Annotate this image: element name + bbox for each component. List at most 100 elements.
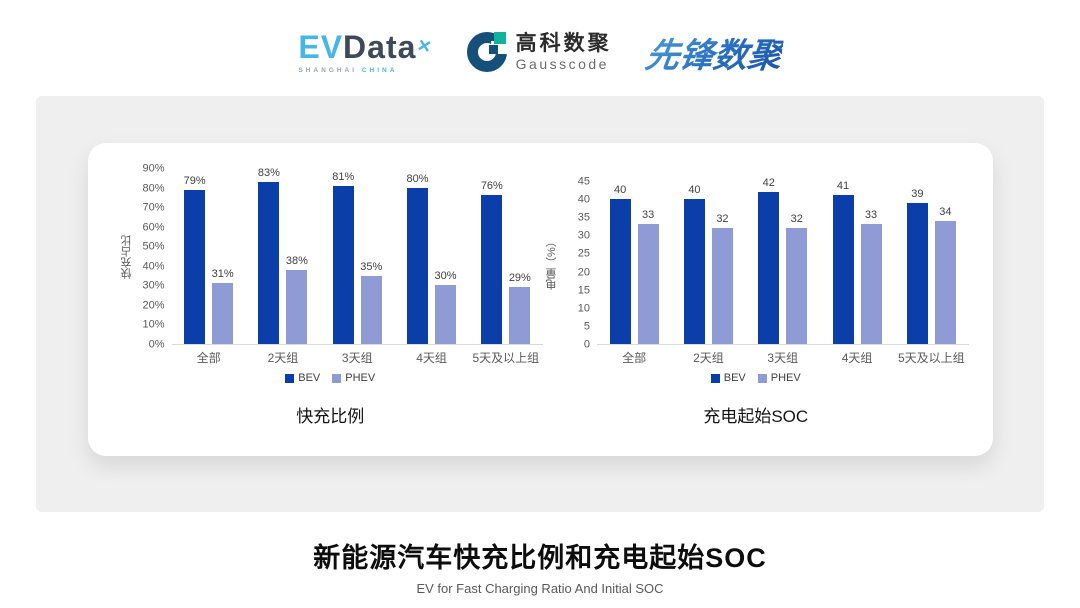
y-tick-label: 30 (577, 229, 590, 242)
bar-value-label: 35% (360, 261, 383, 273)
bar-group: 39 34 (894, 182, 968, 344)
y-axis-ticks: 0% 10% 20% 30% 40% 50% 60% 70% 80% 90% (136, 163, 172, 350)
bar-value-label: 30% (434, 270, 457, 282)
bar-bev: 42 (758, 177, 780, 344)
bar-phev: 32 (711, 213, 733, 344)
category-label: 2天组 (693, 350, 724, 365)
bar-value-label: 32 (790, 213, 803, 225)
initial-soc-chart: 电量（%） 0 5 10 15 20 25 30 35 40 45 40 33 40 32 42 32 41 33 3… (543, 169, 969, 456)
category-axis: 全部 2天组 3天组 4天组 5天及以上组 (172, 345, 544, 369)
bar-group: 41 33 (820, 180, 894, 344)
legend-label: BEV (298, 372, 321, 384)
bar-group: 79% 31% (172, 169, 246, 344)
bar-phev: 29% (509, 272, 531, 344)
legend-label: PHEV (345, 372, 376, 384)
y-tick-label: 30% (142, 279, 165, 292)
plot-column: 79% 31% 83% 38% 81% 35% 80% 30% 76% 29% 全部 2天组 3天组 4天… (171, 167, 544, 369)
bar-value-label: 39 (911, 188, 924, 200)
bar-group: 80% 30% (394, 169, 468, 344)
bar-bev: 39 (906, 188, 928, 344)
legend-item-bev: BEV (710, 372, 746, 384)
y-tick-label: 10% (142, 318, 165, 331)
bar-value-label: 40 (688, 184, 701, 196)
evdata-ev-text: EV (298, 29, 344, 65)
evdata-data-text: Data (343, 29, 417, 65)
y-tick-label: 45 (577, 175, 590, 188)
bar-value-label: 32 (716, 213, 729, 225)
evdata-china-text: CHINA (361, 67, 398, 74)
bar-value-label: 33 (864, 209, 878, 221)
bar-value-label: 29% (508, 272, 531, 284)
category-label: 4天组 (841, 350, 873, 365)
evdata-x-icon: ✕ (415, 35, 435, 58)
bar-bev: 40 (683, 184, 705, 344)
chart-body: 电量（%） 0 5 10 15 20 25 30 35 40 45 40 33 40 32 42 32 41 33 3… (543, 169, 969, 369)
category-label: 5天及以上组 (472, 350, 540, 365)
bar-bev: 81% (332, 171, 354, 344)
bar-value-label: 33 (642, 209, 655, 221)
bar-phev: 30% (435, 270, 457, 344)
bar-phev: 33 (860, 209, 882, 344)
plot-column: 40 33 40 32 42 32 41 33 39 34 全部 2天组 3天组 4天组 5天及以上组 (597, 177, 969, 369)
charts-card: 快充占比 0% 10% 20% 30% 40% 50% 60% 70% 80% 90% 79% 31% 8… (87, 143, 993, 456)
gausscode-en-text: Gausscode (515, 56, 609, 72)
legend-item-phev: PHEV (757, 372, 801, 384)
y-tick-label: 10 (577, 302, 590, 315)
bar-value-label: 80% (406, 173, 429, 185)
bar-bev: 80% (407, 173, 429, 344)
chart-body: 快充占比 0% 10% 20% 30% 40% 50% 60% 70% 80% 90% 79% 31% 8… (118, 163, 544, 369)
y-tick-label: 5 (583, 320, 590, 333)
legend-swatch (757, 373, 767, 383)
bar-value-label: 40 (614, 184, 627, 196)
bar-bev: 79% (184, 175, 206, 344)
legend-swatch (710, 373, 720, 383)
bar-phev: 34 (934, 206, 956, 344)
bar-value-label: 83% (257, 167, 280, 179)
bar-phev: 38% (286, 255, 308, 344)
y-tick-label: 20% (142, 299, 165, 312)
gausscode-inner-square (488, 45, 498, 54)
bar-phev: 35% (360, 261, 382, 344)
bar-phev: 32 (786, 213, 808, 344)
legend-label: BEV (723, 372, 746, 384)
bar-bev: 40 (609, 184, 631, 344)
bar-value-label: 38% (285, 255, 308, 267)
bar-group: 81% 35% (320, 169, 394, 344)
plot-area: 40 33 40 32 42 32 41 33 39 34 (597, 177, 969, 345)
bar-bev: 76% (481, 180, 503, 344)
y-tick-label: 25 (577, 247, 590, 260)
bar-value-label: 34 (939, 206, 952, 218)
category-label: 3天组 (767, 350, 799, 365)
gausscode-g-icon (466, 32, 507, 72)
evdata-subtext: SHANGHAI CHINA (298, 67, 432, 74)
legend-swatch (285, 373, 295, 383)
legend-swatch (332, 373, 342, 383)
category-label: 全部 (622, 350, 647, 365)
bar-phev: 31% (212, 268, 234, 344)
y-tick-label: 40% (142, 260, 165, 273)
legend: BEV PHEV (118, 372, 544, 384)
gausscode-text: 高科数聚 Gausscode (516, 32, 612, 72)
bar-value-label: 76% (480, 180, 503, 192)
bar-bev: 83% (258, 167, 280, 344)
logo-bar: EVData✕ SHANGHAI CHINA 高科数聚 Gausscode 先锋… (0, 0, 1080, 82)
y-tick-label: 15 (577, 284, 590, 297)
y-tick-label: 20 (577, 266, 590, 279)
page-subtitle: EV for Fast Charging Ratio And Initial S… (416, 581, 664, 596)
category-label: 2天组 (267, 350, 299, 365)
evdata-shanghai-text: SHANGHAI (298, 67, 358, 74)
y-tick-label: 35 (577, 211, 590, 224)
category-label: 4天组 (416, 350, 447, 365)
legend-label: PHEV (770, 372, 801, 384)
y-tick-label: 90% (142, 162, 165, 175)
bar-group: 76% 29% (469, 169, 543, 344)
bar-group: 83% 38% (246, 167, 320, 344)
bar-value-label: 41 (836, 180, 850, 192)
category-axis: 全部 2天组 3天组 4天组 5天及以上组 (597, 345, 969, 369)
chart-title: 快充比例 (296, 407, 365, 426)
footer: 新能源汽车快充比例和充电起始SOC EV for Fast Charging R… (0, 536, 1080, 596)
page-title: 新能源汽车快充比例和充电起始SOC (313, 543, 767, 573)
plot-area: 79% 31% 83% 38% 81% 35% 80% 30% 76% 29% (171, 167, 543, 345)
charts-panel: 快充占比 0% 10% 20% 30% 40% 50% 60% 70% 80% 90% 79% 31% 8… (36, 96, 1044, 512)
legend: BEV PHEV (543, 372, 969, 384)
